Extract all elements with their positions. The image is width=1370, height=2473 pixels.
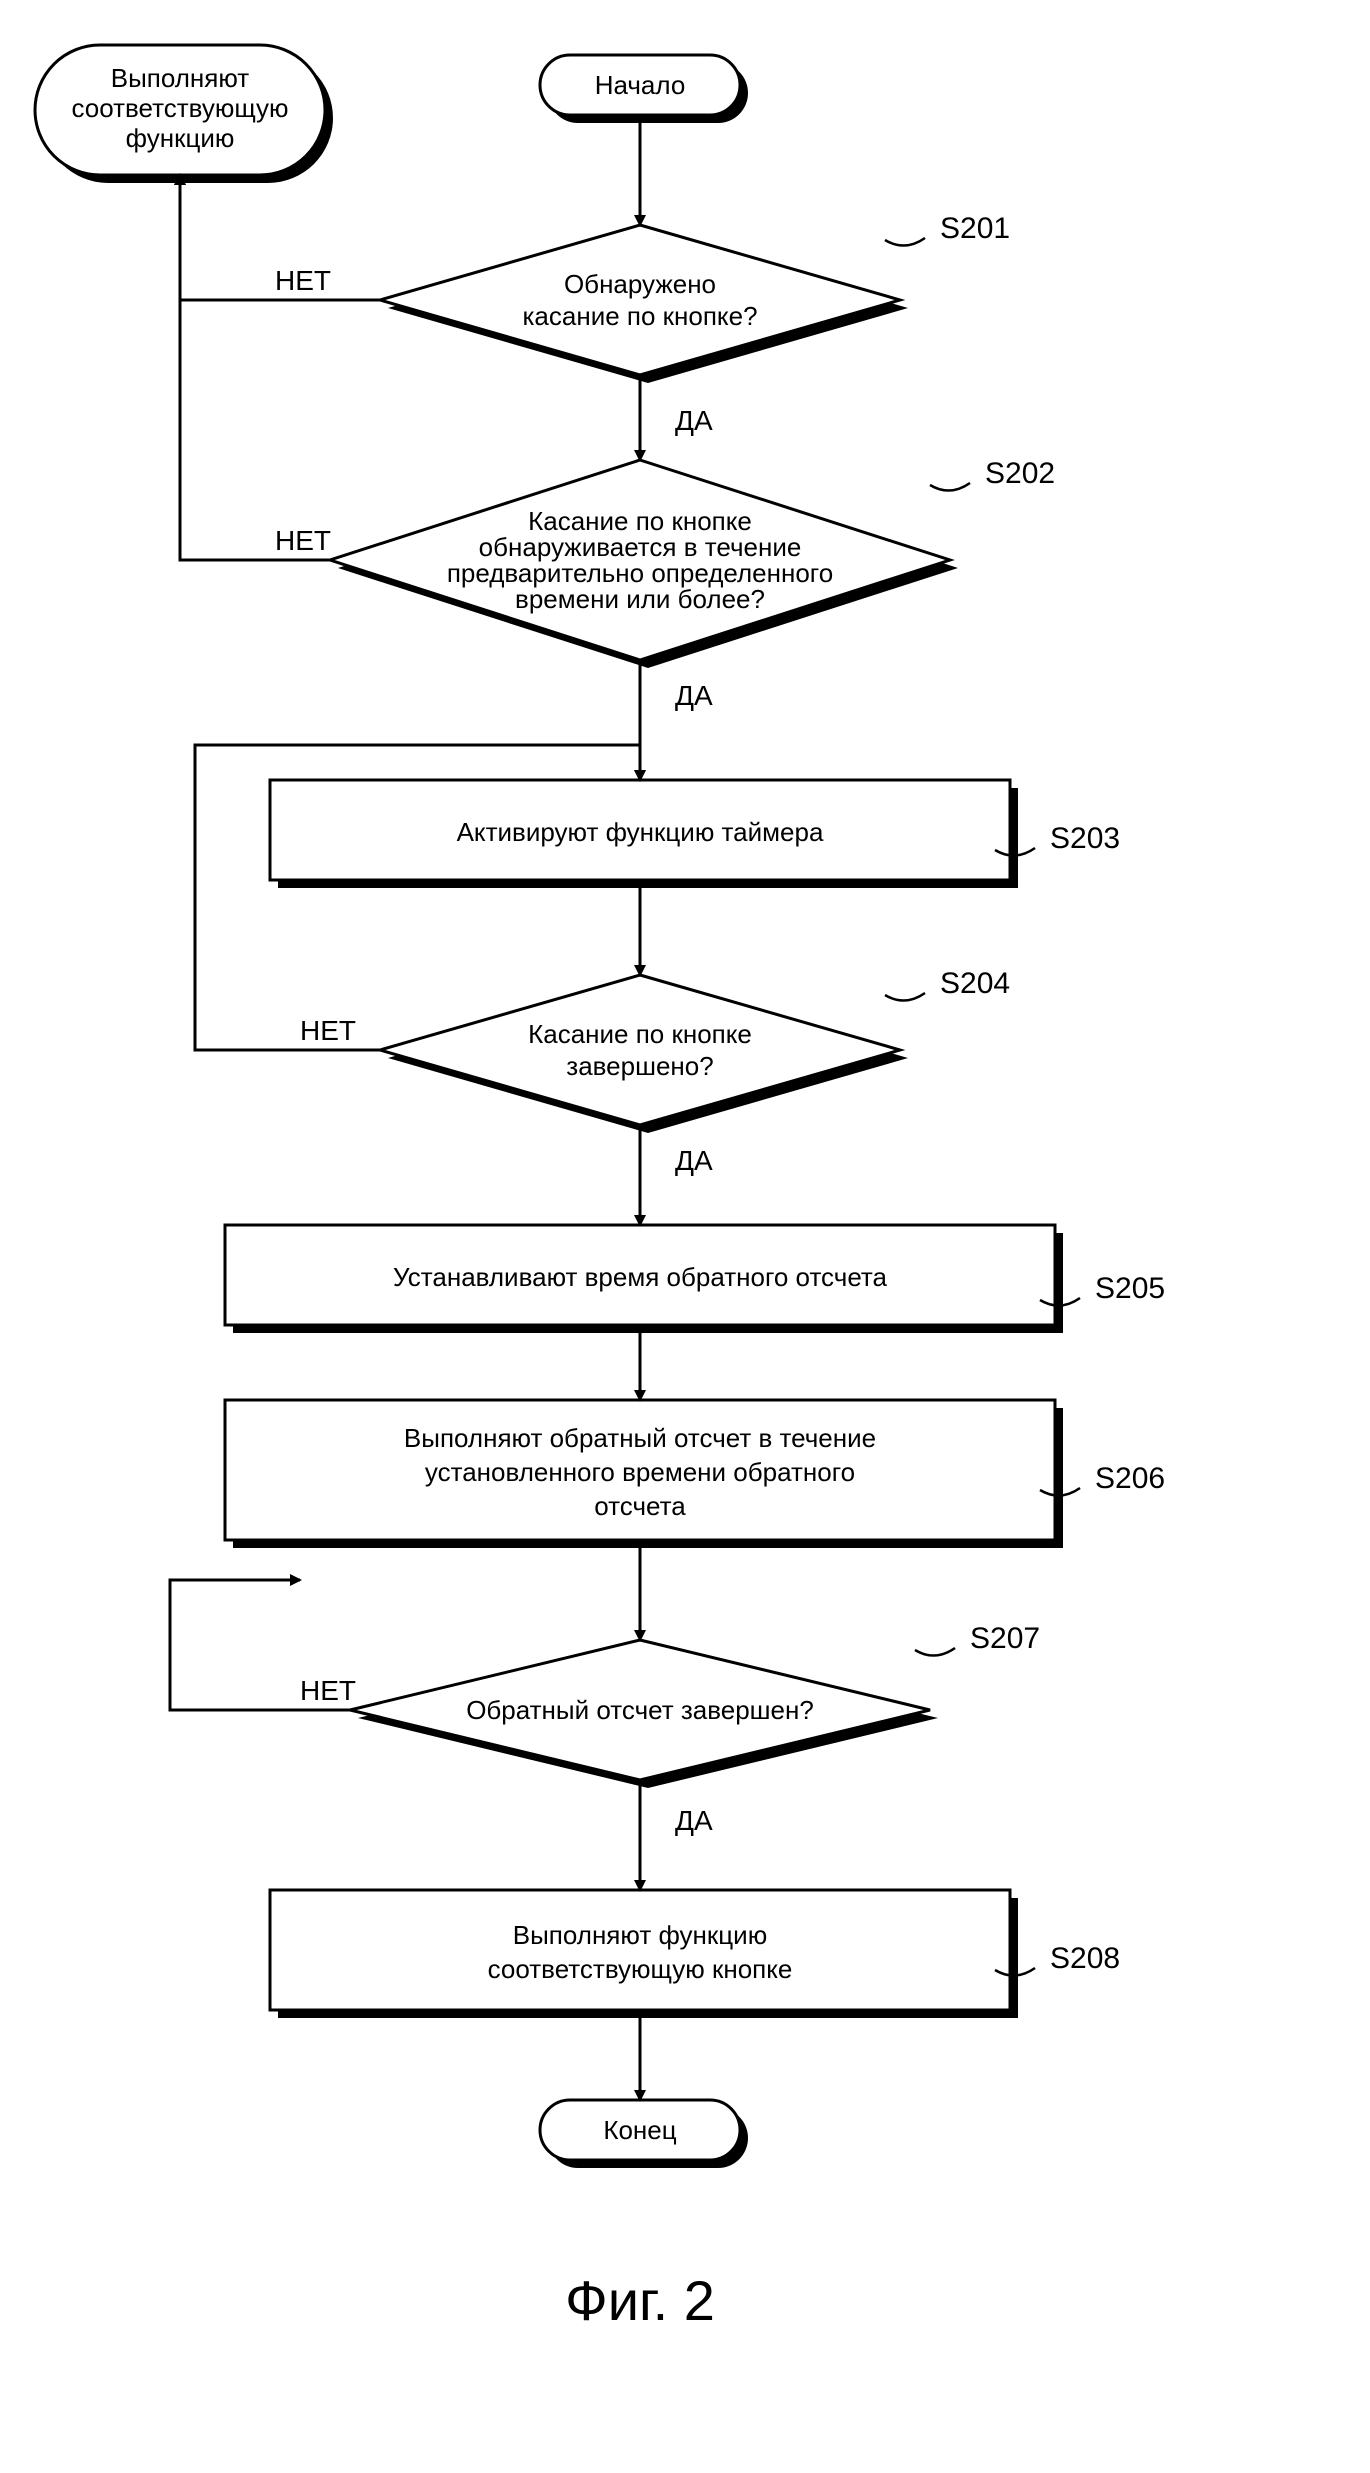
- svg-text:соответствующую кнопке: соответствующую кнопке: [488, 1954, 793, 1984]
- svg-text:ДА: ДА: [675, 1145, 713, 1176]
- svg-text:НЕТ: НЕТ: [300, 1675, 356, 1706]
- svg-text:Активируют функцию таймера: Активируют функцию таймера: [457, 817, 824, 847]
- svg-text:Выполняют обратный отсчет в те: Выполняют обратный отсчет в течение: [404, 1423, 876, 1453]
- svg-text:НЕТ: НЕТ: [275, 525, 331, 556]
- edge: [180, 175, 330, 560]
- svg-text:ДА: ДА: [675, 1805, 713, 1836]
- svg-text:соответствующую: соответствующую: [71, 93, 288, 123]
- svg-text:ДА: ДА: [675, 680, 713, 711]
- svg-text:Выполняют: Выполняют: [111, 63, 250, 93]
- svg-text:Обнаружено: Обнаружено: [564, 269, 716, 299]
- svg-text:Обратный отсчет завершен?: Обратный отсчет завершен?: [466, 1695, 814, 1725]
- svg-text:касание по кнопке?: касание по кнопке?: [522, 301, 757, 331]
- svg-text:установленного времени обратно: установленного времени обратного: [425, 1457, 855, 1487]
- svg-text:завершено?: завершено?: [566, 1051, 713, 1081]
- svg-text:отсчета: отсчета: [594, 1491, 686, 1521]
- flowchart: Начало Выполняютсоответствующуюфункцию Обн…: [0, 0, 1370, 2473]
- svg-text:S205: S205: [1095, 1272, 1165, 1305]
- svg-text:S202: S202: [985, 457, 1055, 490]
- svg-text:ДА: ДА: [675, 405, 713, 436]
- svg-text:Выполняют функцию: Выполняют функцию: [513, 1920, 767, 1950]
- svg-text:Конец: Конец: [603, 2115, 676, 2145]
- svg-text:S201: S201: [940, 212, 1010, 245]
- svg-text:Начало: Начало: [595, 70, 686, 100]
- svg-text:Касание по кнопке: Касание по кнопке: [528, 1019, 752, 1049]
- svg-text:S204: S204: [940, 967, 1010, 1000]
- figure-caption: Фиг. 2: [565, 2269, 715, 2332]
- svg-text:времени или более?: времени или более?: [515, 584, 765, 614]
- svg-text:S208: S208: [1050, 1942, 1120, 1975]
- svg-text:НЕТ: НЕТ: [300, 1015, 356, 1046]
- svg-text:функцию: функцию: [126, 123, 235, 153]
- svg-text:S203: S203: [1050, 822, 1120, 855]
- svg-text:S207: S207: [970, 1622, 1040, 1655]
- svg-text:Устанавливают время обратного: Устанавливают время обратного отсчета: [393, 1262, 888, 1292]
- svg-text:S206: S206: [1095, 1462, 1165, 1495]
- svg-text:НЕТ: НЕТ: [275, 265, 331, 296]
